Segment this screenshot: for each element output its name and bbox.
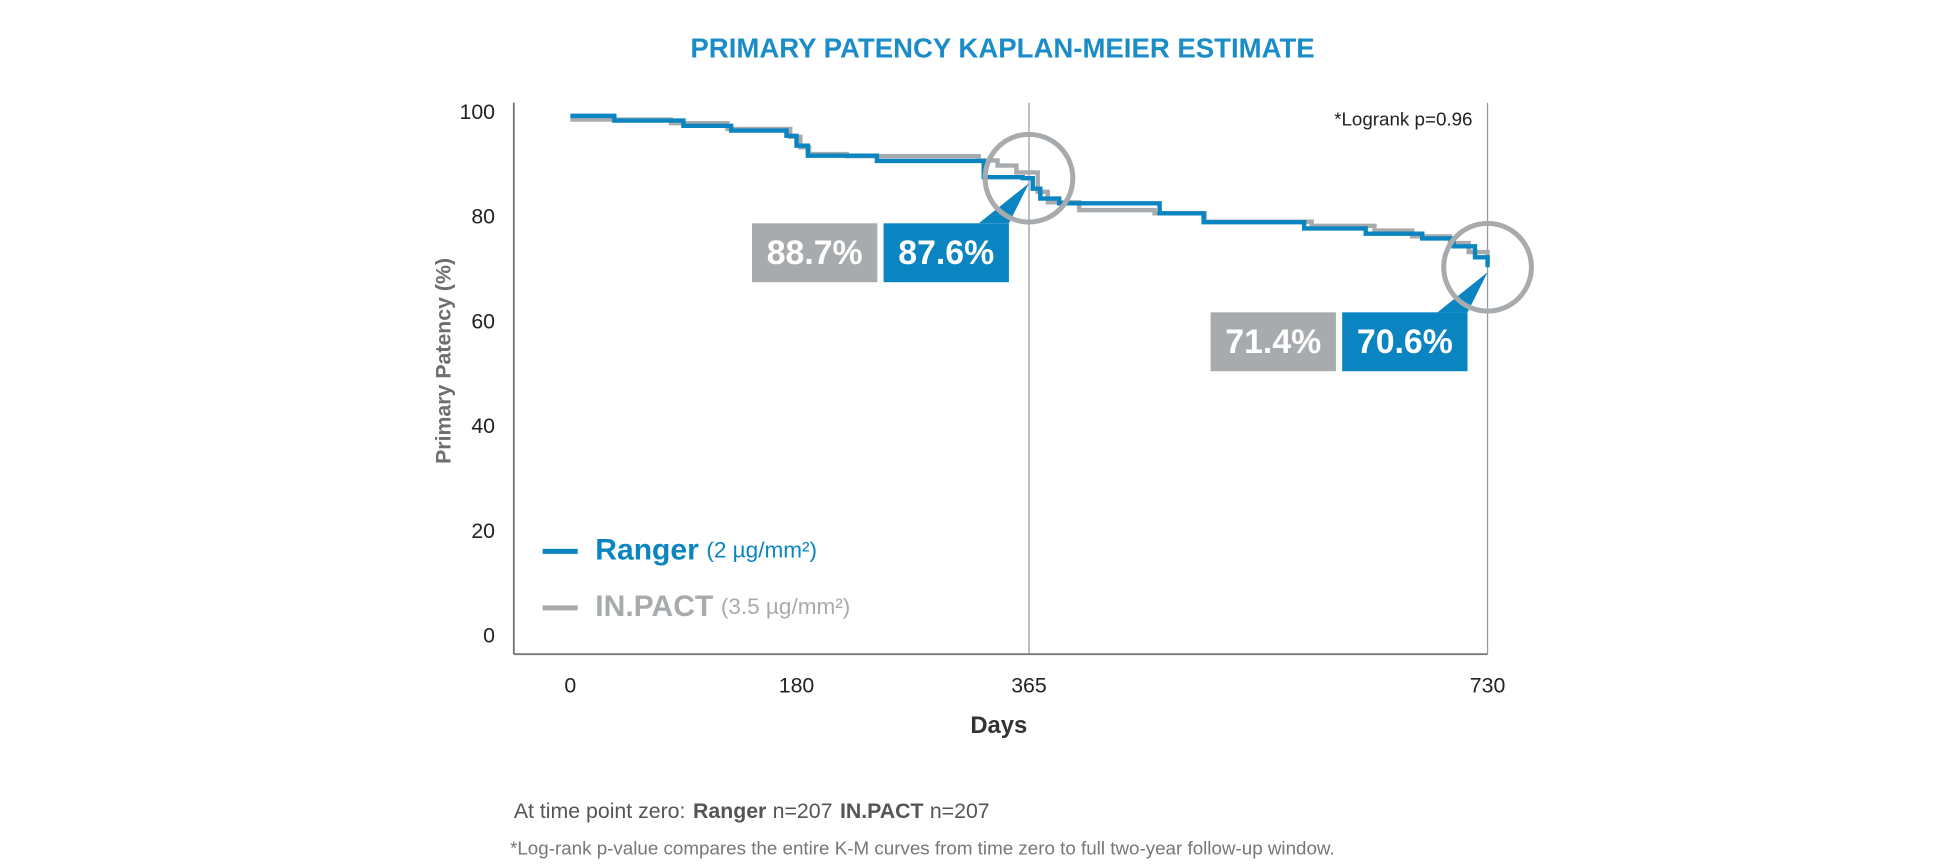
legend-dose: (2 µg/mm²)	[706, 537, 817, 562]
footer-name: IN.PACT	[840, 799, 924, 823]
y-tick-label: 100	[459, 100, 495, 124]
legend-entry: IN.PACT (3.5 µg/mm²)	[595, 590, 850, 623]
callout-box	[1210, 312, 1336, 372]
callout-label: 87.6%	[898, 234, 994, 272]
callout-label: 88.7%	[767, 234, 863, 272]
km-curve	[570, 113, 1490, 268]
callout-pointer	[978, 183, 1029, 224]
footnote: *Log-rank p-value compares the entire K-…	[510, 838, 1335, 859]
footer-n: n=207	[773, 799, 833, 823]
y-tick-label: 60	[471, 309, 495, 333]
legend-dose: (3.5 µg/mm²)	[721, 594, 851, 619]
y-axis-label: Primary Patency (%)	[432, 258, 456, 464]
legend-name: Ranger	[595, 533, 699, 566]
annotation: *Logrank p=0.96	[1334, 108, 1472, 129]
x-tick-label: 0	[564, 673, 576, 697]
x-tick-label: 180	[779, 673, 815, 697]
chart-title: PRIMARY PATENCY KAPLAN-MEIER ESTIMATE	[690, 32, 1314, 63]
y-tick-label: 40	[471, 414, 495, 438]
callout-box	[883, 223, 1009, 283]
legend-name: IN.PACT	[595, 590, 714, 623]
callout-box	[752, 223, 878, 283]
callout-circle	[1441, 220, 1534, 314]
footer-counts: At time point zero: Ranger n=207 IN.PACT n=2…	[514, 799, 990, 823]
x-tick-label: 365	[1011, 673, 1047, 697]
y-tick-label: 20	[471, 519, 495, 543]
footer-name: Ranger	[693, 799, 766, 823]
x-axis-label: Days	[970, 712, 1027, 739]
footer-prefix: At time point zero:	[514, 799, 686, 823]
callout-label: 71.4%	[1225, 323, 1321, 361]
footer-n: n=207	[930, 799, 990, 823]
callout-circle	[982, 131, 1076, 225]
y-tick-label: 0	[483, 624, 495, 648]
callout-label: 70.6%	[1357, 323, 1453, 361]
legend-entry: Ranger (2 µg/mm²)	[595, 533, 817, 566]
x-tick-label: 730	[1470, 673, 1506, 697]
callout-box	[1342, 312, 1468, 372]
callout-pointer	[1437, 272, 1488, 313]
y-tick-label: 80	[471, 205, 495, 229]
